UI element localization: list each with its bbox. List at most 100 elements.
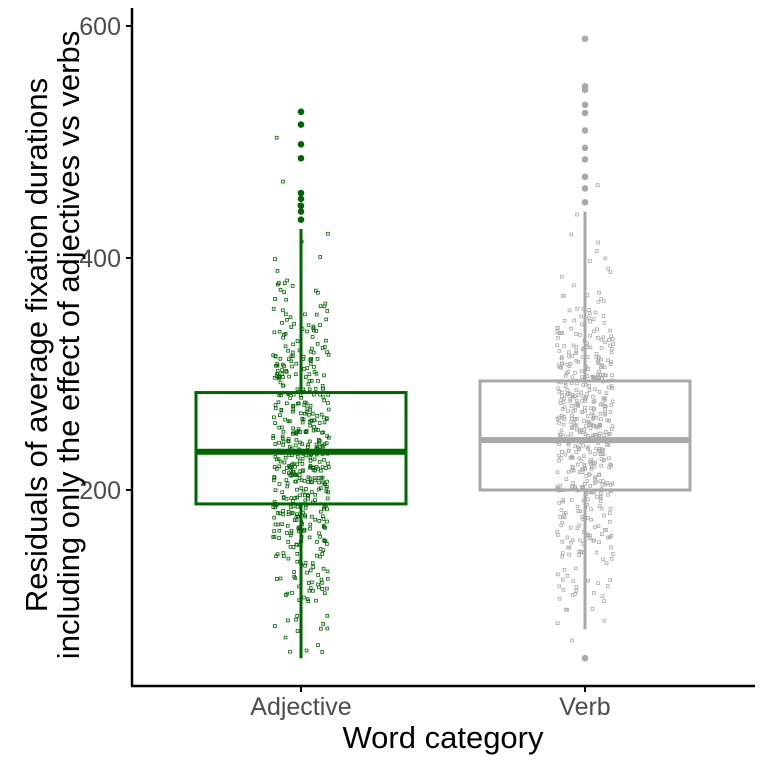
- jitter-point: [273, 376, 277, 380]
- outlier-point: [297, 121, 305, 128]
- box-verb: [478, 35, 692, 662]
- jitter-point: [580, 470, 585, 474]
- jitter-point: [602, 299, 606, 303]
- jitter-point: [303, 505, 308, 510]
- jitter-point: [311, 588, 315, 593]
- jitter-point: [610, 373, 614, 378]
- jitter-point: [285, 591, 290, 596]
- jitter-point: [608, 328, 612, 333]
- jitter-point: [283, 455, 288, 460]
- jitter-point: [602, 599, 606, 603]
- jitter-point: [311, 565, 316, 569]
- jitter-point: [596, 524, 601, 528]
- jitter-point: [287, 357, 291, 362]
- jitter-point: [294, 472, 299, 477]
- jitter-point: [576, 393, 581, 397]
- jitter-point: [586, 367, 590, 371]
- jitter-point: [577, 447, 581, 452]
- jitter-point: [322, 538, 326, 543]
- jitter-point: [610, 481, 615, 486]
- jitter-point: [556, 386, 561, 391]
- jitter-point: [271, 307, 276, 311]
- jitter-point: [572, 318, 577, 323]
- jitter-point: [309, 378, 314, 383]
- jitter-point: [315, 414, 319, 418]
- jitter-point: [299, 411, 303, 416]
- jitter-point: [312, 328, 316, 333]
- jitter-point: [579, 550, 583, 554]
- jitter-point: [306, 480, 311, 484]
- jitter-point: [308, 361, 313, 366]
- jitter-point: [290, 591, 294, 595]
- jitter-point: [584, 424, 588, 428]
- jitter-point: [318, 547, 323, 551]
- jitter-point: [575, 212, 579, 217]
- jitter-point: [294, 438, 299, 442]
- jitter-point: [610, 552, 615, 556]
- jitter-point: [321, 548, 326, 552]
- jitter-point: [272, 529, 276, 533]
- outlier-point: [581, 173, 589, 181]
- jitter-point: [308, 403, 313, 408]
- jitter-point: [295, 505, 300, 509]
- jitter-point: [314, 329, 318, 333]
- jitter-point: [304, 430, 308, 435]
- jitter-point: [603, 407, 607, 412]
- jitter-point: [272, 475, 277, 480]
- jitter-point: [316, 582, 320, 587]
- jitter-point: [610, 424, 615, 429]
- jitter-point: [304, 648, 309, 653]
- jitter-point: [593, 452, 597, 456]
- jitter-point: [321, 430, 326, 435]
- jitter-point: [281, 335, 285, 340]
- jitter-point: [288, 396, 293, 400]
- jitter-point: [591, 317, 596, 321]
- jitter-point: [311, 428, 316, 433]
- jitter-point: [555, 330, 560, 335]
- outlier-point: [297, 154, 305, 162]
- jitter-point: [590, 465, 594, 469]
- jitter-point: [325, 586, 329, 591]
- jitter-point: [605, 443, 609, 447]
- jitter-point: [287, 374, 291, 379]
- jitter-point: [322, 373, 326, 378]
- jitter-point: [595, 183, 600, 187]
- outlier-point: [581, 185, 589, 192]
- jitter-point: [316, 573, 320, 577]
- jitter-point: [607, 456, 611, 461]
- jitter-point: [320, 465, 325, 470]
- jitter-point: [594, 375, 599, 380]
- jitter-point: [293, 465, 297, 469]
- jitter-point: [582, 465, 587, 470]
- jitter-point: [570, 395, 575, 399]
- jitter-point: [317, 421, 322, 425]
- outlier-point: [297, 208, 305, 215]
- jitter-point: [284, 466, 289, 470]
- jitter-point: [275, 269, 280, 273]
- jitter-point: [307, 535, 312, 540]
- jitter-point: [303, 493, 307, 498]
- jitter-point: [597, 290, 601, 295]
- jitter-point: [299, 395, 304, 400]
- jitter-point: [277, 440, 281, 445]
- y-axis-title-line-2: including only the effect of adjectives …: [51, 31, 86, 659]
- jitter-point: [306, 442, 310, 447]
- jitter-point: [289, 325, 294, 329]
- jitter-point: [566, 370, 570, 374]
- jitter-point: [608, 270, 613, 274]
- jitter-point: [322, 525, 326, 529]
- jitter-point: [280, 372, 285, 376]
- jitter-point: [600, 532, 604, 536]
- jitter-point: [297, 473, 302, 477]
- jitter-point: [562, 344, 567, 348]
- jitter-point: [325, 569, 330, 574]
- jitter-point: [580, 485, 584, 489]
- jitter-point: [578, 538, 582, 543]
- jitter-point: [326, 401, 330, 405]
- outlier-point: [581, 35, 589, 43]
- jitter-point: [565, 574, 570, 578]
- jitter-point: [590, 411, 594, 416]
- jitter-point: [310, 480, 314, 485]
- jitter-point: [313, 517, 318, 522]
- box-adjective: [194, 108, 408, 659]
